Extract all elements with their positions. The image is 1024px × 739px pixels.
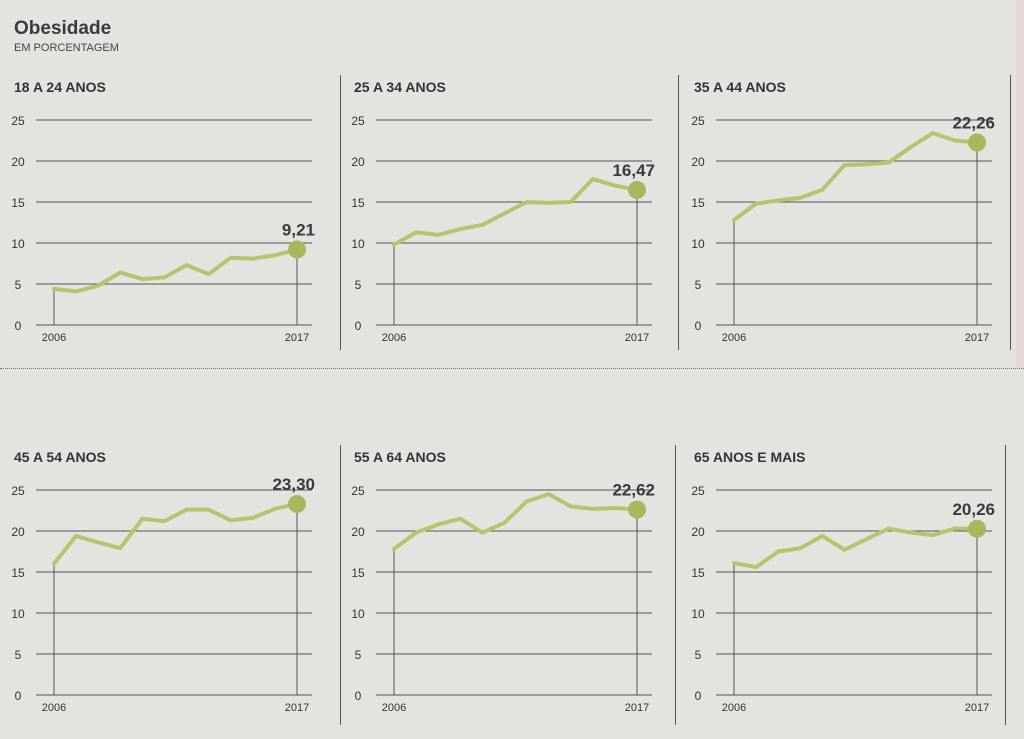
y-tick-label: 5 <box>355 648 362 662</box>
x-tick-label: 2017 <box>625 702 649 714</box>
y-tick-label: 10 <box>691 607 705 621</box>
line-chart: 0 5 10 15 20 25 2006 2017 16,47 <box>351 114 655 344</box>
y-tick-label: 0 <box>695 319 702 333</box>
final-value-dot <box>968 519 986 538</box>
series-line <box>52 504 290 566</box>
final-value-label: 22,62 <box>612 481 655 500</box>
panel-divider <box>1005 445 1006 725</box>
y-tick-label: 25 <box>351 484 365 498</box>
y-tick-label: 25 <box>691 484 705 498</box>
panel-divider <box>340 75 341 350</box>
y-tick-label: 20 <box>691 155 705 169</box>
y-tick-label: 25 <box>11 114 25 128</box>
x-tick-label: 2006 <box>722 702 746 714</box>
x-tick-label: 2017 <box>625 332 649 344</box>
y-tick-label: 15 <box>11 566 25 580</box>
series-line <box>732 526 970 570</box>
x-tick-label: 2006 <box>42 332 66 344</box>
y-tick-label: 15 <box>11 196 25 210</box>
x-tick-label: 2006 <box>722 332 746 344</box>
y-tick-label: 20 <box>351 525 365 539</box>
y-tick-label: 10 <box>351 607 365 621</box>
panel-0: 18 A 24 ANOS 0 5 10 15 20 25 2006 2017 9,21 <box>0 75 340 365</box>
y-tick-label: 10 <box>351 237 365 251</box>
x-tick-label: 2017 <box>285 702 309 714</box>
y-tick-label: 0 <box>355 689 362 703</box>
chart-title: Obesidade <box>14 18 112 39</box>
y-tick-label: 10 <box>11 607 25 621</box>
final-value-dot <box>628 180 646 199</box>
y-tick-label: 20 <box>11 155 25 169</box>
y-tick-label: 0 <box>15 319 22 333</box>
page-edge <box>1016 0 1024 368</box>
y-tick-label: 5 <box>15 278 22 292</box>
y-tick-label: 0 <box>695 689 702 703</box>
line-chart: 0 5 10 15 20 25 2006 2017 23,30 <box>11 475 315 714</box>
line-chart: 0 5 10 15 20 25 2006 2017 22,26 <box>691 113 995 344</box>
panel-title: 45 A 54 ANOS <box>14 449 106 465</box>
y-tick-label: 10 <box>691 237 705 251</box>
panel-divider <box>675 445 676 725</box>
panel-5: 65 ANOS E MAIS 0 5 10 15 20 25 2006 2017 20,26 <box>680 445 1020 735</box>
y-tick-label: 15 <box>351 196 365 210</box>
x-tick-label: 2006 <box>382 332 406 344</box>
panel-divider <box>678 75 679 350</box>
x-tick-label: 2017 <box>965 332 989 344</box>
panel-1: 25 A 34 ANOS 0 5 10 15 20 25 2006 2017 16,47 <box>340 75 680 365</box>
series-line <box>52 250 290 294</box>
panel-title: 25 A 34 ANOS <box>354 79 446 95</box>
y-tick-label: 5 <box>355 278 362 292</box>
y-tick-label: 15 <box>351 566 365 580</box>
line-chart: 0 5 10 15 20 25 2006 2017 22,62 <box>351 481 655 714</box>
y-tick-label: 0 <box>15 689 22 703</box>
y-tick-label: 15 <box>691 566 705 580</box>
y-tick-label: 25 <box>691 114 705 128</box>
final-value-label: 23,30 <box>272 475 315 494</box>
panel-title: 18 A 24 ANOS <box>14 79 106 95</box>
series-line <box>732 131 970 223</box>
y-tick-label: 20 <box>691 525 705 539</box>
x-tick-label: 2006 <box>382 702 406 714</box>
final-value-dot <box>288 240 306 259</box>
y-tick-label: 25 <box>351 114 365 128</box>
y-tick-label: 25 <box>11 484 25 498</box>
chart-subtitle: EM PORCENTAGEM <box>14 42 119 54</box>
x-tick-label: 2017 <box>285 332 309 344</box>
x-tick-label: 2017 <box>965 702 989 714</box>
final-value-dot <box>968 133 986 152</box>
panel-3: 45 A 54 ANOS 0 5 10 15 20 25 2006 2017 23,30 <box>0 445 340 735</box>
y-tick-label: 5 <box>695 278 702 292</box>
panel-2: 35 A 44 ANOS 0 5 10 15 20 25 2006 2017 22,26 <box>680 75 1020 365</box>
panel-4: 55 A 64 ANOS 0 5 10 15 20 25 2006 2017 22,62 <box>340 445 680 735</box>
final-value-dot <box>628 500 646 519</box>
final-value-dot <box>288 494 306 513</box>
line-chart: 0 5 10 15 20 25 2006 2017 9,21 <box>11 114 315 344</box>
y-tick-label: 5 <box>695 648 702 662</box>
y-tick-label: 20 <box>11 525 25 539</box>
final-value-label: 22,26 <box>952 113 995 132</box>
final-value-label: 9,21 <box>282 220 315 239</box>
series-line <box>392 492 630 552</box>
panel-title: 35 A 44 ANOS <box>694 79 786 95</box>
panel-title: 55 A 64 ANOS <box>354 449 446 465</box>
series-line <box>392 177 630 247</box>
y-tick-label: 10 <box>11 237 25 251</box>
panel-divider <box>340 445 341 725</box>
x-tick-label: 2006 <box>42 702 66 714</box>
panel-title: 65 ANOS E MAIS <box>694 449 806 465</box>
y-tick-label: 5 <box>15 648 22 662</box>
row-divider <box>0 368 1024 369</box>
y-tick-label: 20 <box>351 155 365 169</box>
final-value-label: 16,47 <box>612 161 655 180</box>
final-value-label: 20,26 <box>952 500 995 519</box>
y-tick-label: 15 <box>691 196 705 210</box>
y-tick-label: 0 <box>355 319 362 333</box>
panel-divider <box>1010 75 1011 350</box>
line-chart: 0 5 10 15 20 25 2006 2017 20,26 <box>691 484 995 714</box>
